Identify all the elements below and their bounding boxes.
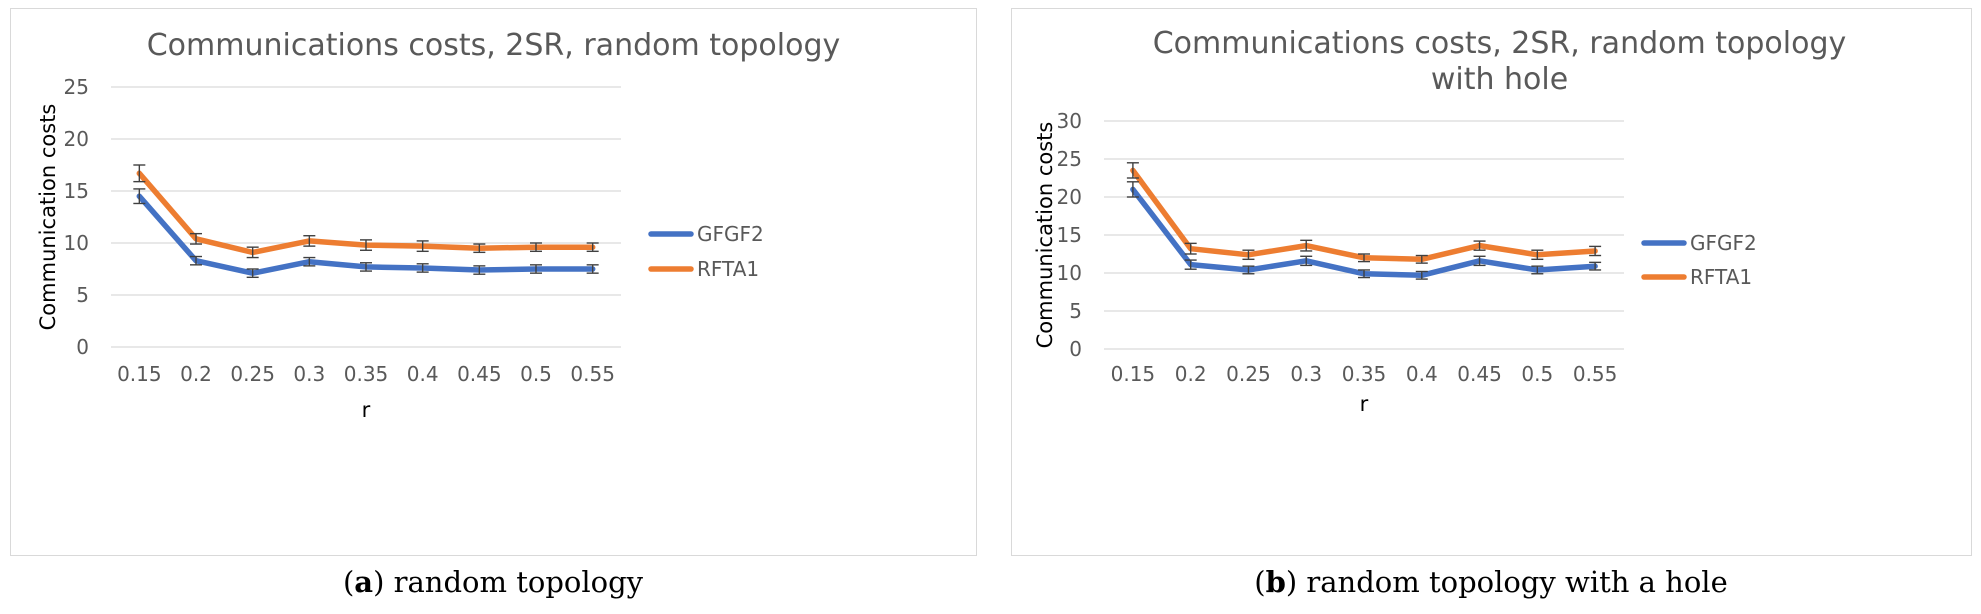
chart-b-x-tick-label: 0.45 (1457, 362, 1502, 386)
chart-a-y-axis-title: Communication costs (36, 104, 60, 331)
chart-a-x-tick-label: 0.4 (407, 362, 439, 386)
chart-a-x-axis-title: r (362, 398, 371, 422)
chart-a-error-bar (303, 256, 316, 267)
chart-b-y-tick-label: 20 (1057, 185, 1082, 209)
caption-a: (a) random topology (343, 565, 643, 599)
chart-a-error-bar (190, 255, 202, 266)
chart-b-y-tick-label: 25 (1057, 147, 1082, 171)
chart-b-title-line-1: Communications costs, 2SR, random topolo… (1153, 26, 1847, 61)
chart-b-error-bar (1473, 255, 1486, 267)
chart-b-x-tick-label: 0.2 (1175, 362, 1207, 386)
chart-a-x-tick-label: 0.25 (230, 362, 275, 386)
chart-a-y-tick-label: 10 (64, 231, 89, 255)
chart-b-series-line-gfgf2 (1130, 186, 1598, 279)
chart-a-title: Communications costs, 2SR, random topolo… (147, 28, 841, 63)
chart-a-x-tick-label: 0.55 (570, 362, 615, 386)
chart-b-error-bar (1300, 239, 1313, 252)
chart-a-x-tick-label: 0.15 (117, 362, 162, 386)
chart-b-error-bar (1300, 255, 1313, 267)
chart-b-y-tick-label: 0 (1069, 337, 1082, 361)
chart-b-error-bar (1184, 259, 1197, 270)
caption-a-open: ( (342, 565, 355, 599)
caption-b-text: ) random topology with a hole (1285, 565, 1728, 599)
chart-a-x-tick-label: 0.45 (457, 362, 502, 386)
chart-b-error-bar (1358, 253, 1370, 263)
caption-b-open: ( (1254, 565, 1266, 599)
chart-a-error-bar (133, 164, 146, 183)
legend-label: RFTA1 (1690, 265, 1752, 289)
chart-b-y-axis-title: Communication costs (1033, 122, 1057, 349)
chart-a-legend-item-gfgf2: GFGF2 (648, 222, 764, 246)
chart-a-y-tick-label: 25 (64, 75, 89, 99)
chart-panel-a: Communications costs, 2SR, random topolo… (10, 8, 977, 556)
chart-b-x-tick-label: 0.25 (1226, 362, 1271, 386)
chart-a-error-bar (586, 264, 599, 274)
chart-b-x-tick-label: 0.15 (1111, 362, 1156, 386)
chart-b-svg: Communications costs, 2SR, random topolo… (1033, 26, 1847, 416)
chart-a-error-bar (360, 239, 372, 251)
caption-b: (b) random topology with a hole (1254, 565, 1727, 599)
chart-b-error-bar (1242, 265, 1255, 275)
chart-b-x-tick-label: 0.4 (1406, 362, 1438, 386)
chart-a-error-bar (416, 263, 429, 273)
chart-b-error-bar (1589, 245, 1602, 257)
chart-b-error-bar (1126, 162, 1139, 179)
chart-b-y-tick-label: 30 (1057, 109, 1082, 133)
chart-b-legend-item-gfgf2: GFGF2 (1641, 231, 1757, 255)
chart-b-error-bar (1415, 270, 1428, 280)
chart-b-error-bar (1473, 240, 1486, 251)
chart-b-y-tick-label: 15 (1057, 223, 1082, 247)
chart-b-error-bar (1242, 249, 1255, 261)
chart-a-y-tick-label: 15 (64, 179, 89, 203)
caption-a-letter: a (354, 565, 374, 599)
chart-a-error-bar (530, 242, 542, 253)
chart-b-error-bar (1184, 242, 1197, 255)
chart-a-x-tick-label: 0.35 (344, 362, 389, 386)
chart-b-error-bar (1358, 269, 1370, 279)
chart-b-series-line-rfta1 (1130, 167, 1598, 263)
chart-a-error-bar (586, 242, 599, 253)
chart-a-x-tick-label: 0.5 (520, 362, 552, 386)
chart-a-x-tick-label: 0.2 (180, 362, 212, 386)
legend-label: RFTA1 (697, 257, 759, 281)
chart-a-y-tick-label: 5 (76, 283, 89, 307)
caption-a-text: ) random topology (373, 565, 644, 599)
chart-b-title-line-2: with hole (1431, 62, 1568, 97)
chart-a-error-bar (190, 232, 202, 245)
legend-label: GFGF2 (1690, 231, 1757, 255)
chart-a-error-bar (246, 246, 259, 259)
caption-b-letter: b (1265, 565, 1286, 599)
chart-a-error-bar (416, 240, 429, 253)
chart-b-x-tick-label: 0.55 (1573, 362, 1618, 386)
chart-b-x-tick-label: 0.5 (1521, 362, 1553, 386)
chart-a-error-bar (303, 235, 316, 247)
chart-b-error-bar (1589, 261, 1602, 271)
chart-a-error-bar (133, 188, 146, 205)
chart-b-y-tick-label: 5 (1069, 299, 1082, 323)
chart-b-error-bar (1126, 181, 1139, 198)
chart-a-error-bar (246, 268, 259, 279)
chart-a-error-bar (473, 243, 486, 254)
chart-panel-b: Communications costs, 2SR, random topolo… (1011, 8, 1972, 556)
chart-a-series-line-gfgf2 (136, 193, 596, 276)
chart-a-y-tick-label: 20 (64, 127, 89, 151)
chart-a-x-tick-label: 0.3 (293, 362, 325, 386)
chart-b-x-axis-title: r (1360, 392, 1369, 416)
chart-b-error-bar (1415, 254, 1428, 264)
chart-b-x-tick-label: 0.3 (1290, 362, 1322, 386)
chart-a-y-tick-label: 0 (76, 335, 89, 359)
chart-b-y-tick-label: 10 (1057, 261, 1082, 285)
legend-label: GFGF2 (697, 222, 764, 246)
chart-a-svg: Communications costs, 2SR, random topolo… (36, 28, 841, 422)
chart-a-error-bar (473, 265, 486, 275)
chart-b-x-tick-label: 0.35 (1342, 362, 1387, 386)
chart-b-error-bar (1531, 249, 1544, 261)
chart-a-error-bar (530, 264, 542, 274)
chart-b-error-bar (1531, 265, 1544, 275)
chart-a-error-bar (360, 262, 372, 272)
chart-a-legend-item-rfta1: RFTA1 (648, 257, 759, 281)
chart-b-legend-item-rfta1: RFTA1 (1641, 265, 1752, 289)
